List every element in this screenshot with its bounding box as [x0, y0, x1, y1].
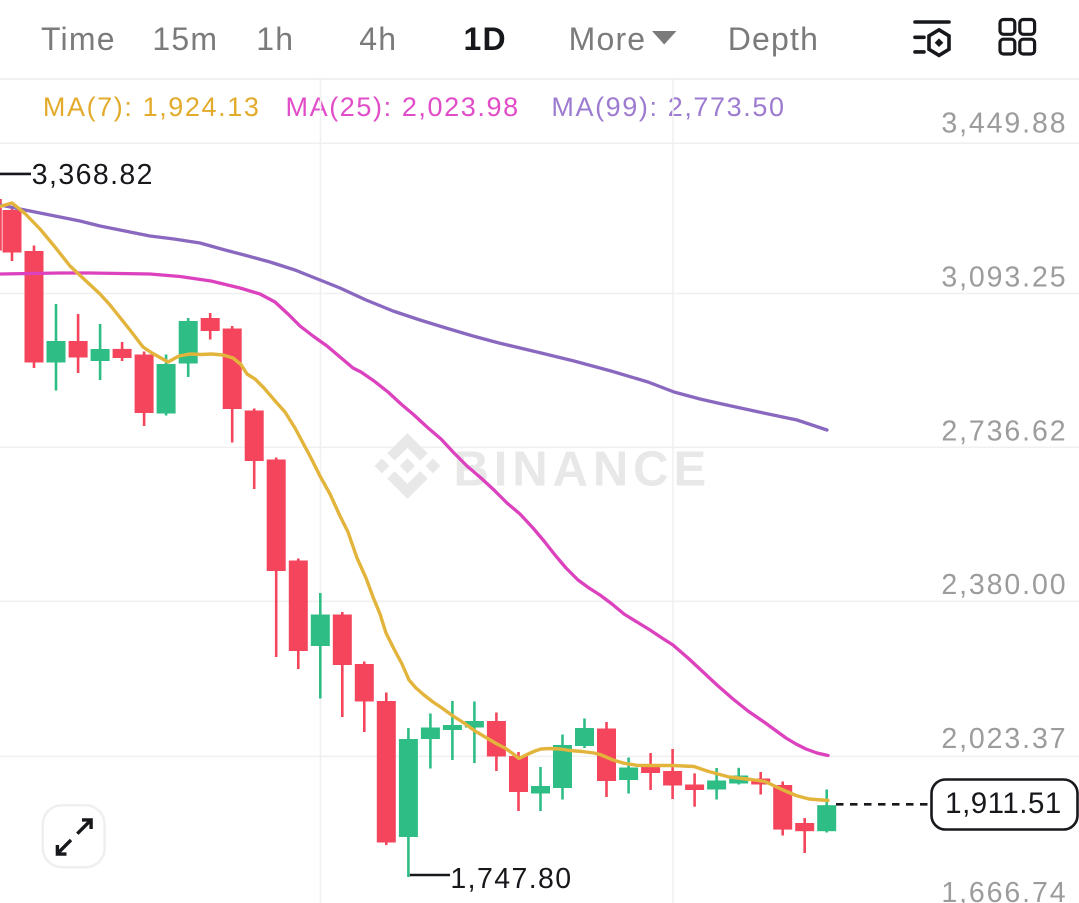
svg-text:3,093.25: 3,093.25	[941, 262, 1067, 294]
svg-text:2,023.37: 2,023.37	[941, 723, 1067, 755]
svg-text:1,747.80: 1,747.80	[450, 863, 572, 895]
svg-text:2,380.00: 2,380.00	[941, 569, 1067, 601]
svg-text:1,911.51: 1,911.51	[945, 787, 1062, 820]
svg-text:2,736.62: 2,736.62	[941, 415, 1067, 447]
svg-text:3,368.82: 3,368.82	[32, 159, 154, 191]
svg-text:3,449.88: 3,449.88	[941, 108, 1067, 140]
svg-text:1,666.74: 1,666.74	[941, 877, 1067, 903]
svg-text:BINANCE: BINANCE	[454, 443, 712, 497]
